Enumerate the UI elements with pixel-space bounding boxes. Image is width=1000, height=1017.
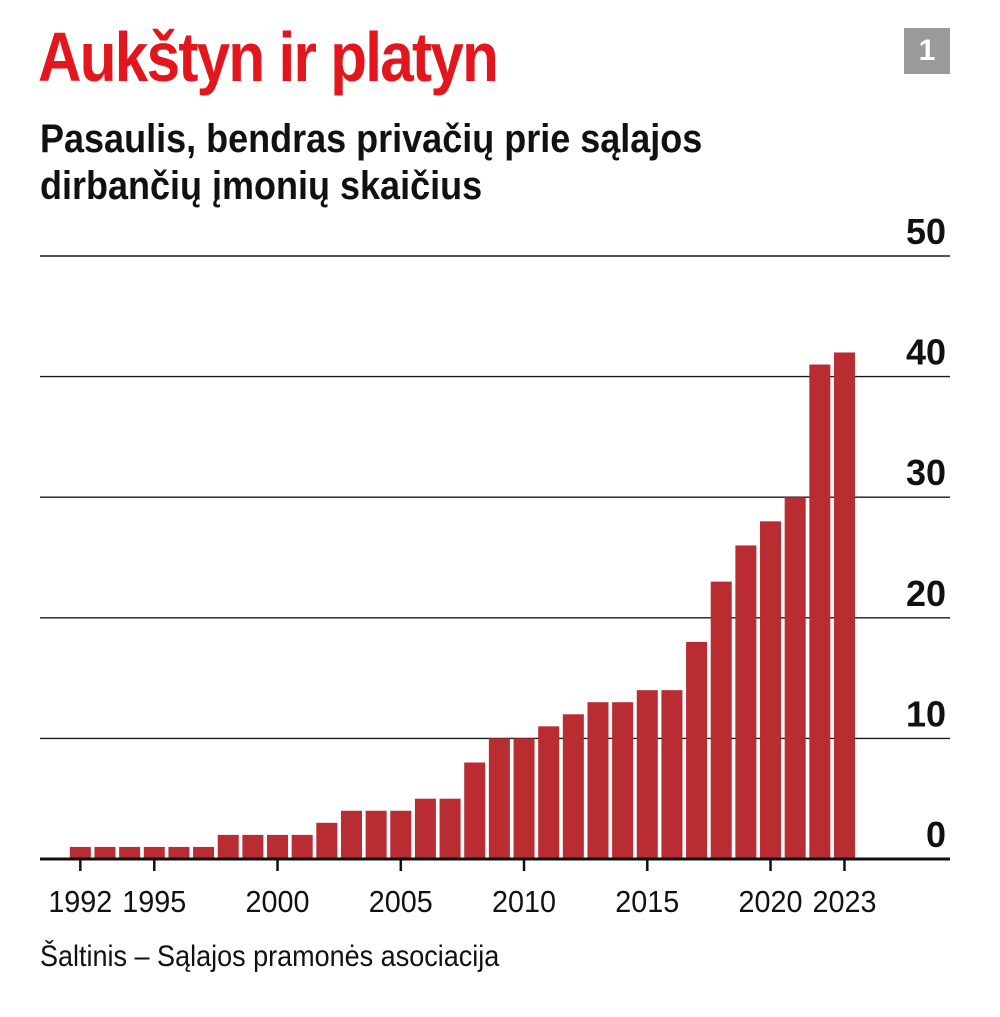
bar-1996 xyxy=(168,846,190,859)
bars xyxy=(69,352,855,859)
bar-1994 xyxy=(119,846,141,859)
bar-2020 xyxy=(760,521,782,859)
axes xyxy=(40,857,950,871)
x-tick-label: 2023 xyxy=(812,884,876,919)
bar-2014 xyxy=(612,702,634,859)
bar-2019 xyxy=(735,545,757,859)
bar-2022 xyxy=(809,364,831,859)
bar-2001 xyxy=(291,834,313,859)
bar-1999 xyxy=(242,834,264,859)
bar-2006 xyxy=(414,798,436,859)
y-tick-label: 0 xyxy=(926,814,946,855)
bar-2012 xyxy=(562,714,584,859)
bar-2007 xyxy=(439,798,461,859)
x-tick-label: 2010 xyxy=(492,884,556,919)
chart-subtitle: Pasaulis, bendras privačių prie sąlajos … xyxy=(40,117,703,208)
bar-2009 xyxy=(488,738,510,859)
bar-2002 xyxy=(316,822,338,859)
y-tick-label: 20 xyxy=(906,573,946,614)
x-tick-labels: 1992 1995 2000 2005 2010 2015 2020 2023 xyxy=(48,884,876,919)
x-tick-label: 2000 xyxy=(246,884,310,919)
bar-2017 xyxy=(686,641,708,859)
y-tick-label: 40 xyxy=(906,332,946,373)
x-tick-label: 1992 xyxy=(48,884,112,919)
x-tick-label: 2015 xyxy=(615,884,679,919)
y-tick-label: 50 xyxy=(906,211,946,252)
bar-2013 xyxy=(587,702,609,859)
bar-1997 xyxy=(193,846,215,859)
bar-2018 xyxy=(710,581,732,859)
y-tick-labels: 0 10 20 30 40 50 xyxy=(906,211,946,855)
bar-2005 xyxy=(390,810,412,859)
bar-1993 xyxy=(94,846,116,859)
bar-2003 xyxy=(340,810,362,859)
bar-2016 xyxy=(661,690,683,859)
bar-2023 xyxy=(833,352,855,859)
x-tick-label: 1995 xyxy=(122,884,186,919)
bar-2015 xyxy=(636,690,658,859)
bar-1998 xyxy=(217,834,239,859)
bar-2008 xyxy=(464,762,486,859)
bar-1995 xyxy=(143,846,165,859)
x-tick-label: 2020 xyxy=(739,884,803,919)
figure-number-badge: 1 xyxy=(904,28,950,74)
bar-2011 xyxy=(538,726,560,859)
bar-2000 xyxy=(267,834,289,859)
bar-2010 xyxy=(513,738,535,859)
x-tick-label: 2005 xyxy=(369,884,433,919)
y-tick-label: 30 xyxy=(906,452,946,493)
bar-1992 xyxy=(69,846,91,859)
bar-2021 xyxy=(784,497,806,859)
source-note: Šaltinis – Sąlajos pramonės asociacija xyxy=(40,940,500,973)
bar-2004 xyxy=(365,810,387,859)
y-tick-label: 10 xyxy=(906,693,946,734)
chart-title: Aukštyn ir platyn xyxy=(38,18,499,96)
